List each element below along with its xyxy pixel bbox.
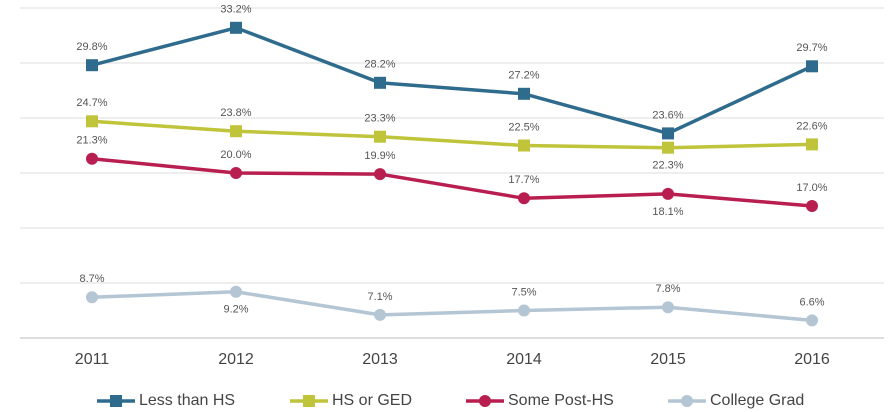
legend-label: Some Post-HS (508, 392, 614, 409)
value-label: 27.2% (508, 70, 539, 82)
marker (518, 192, 530, 205)
value-label: 29.7% (796, 42, 827, 54)
marker (374, 168, 386, 181)
value-label: 23.6% (652, 109, 683, 121)
x-tick-label: 2011 (75, 351, 110, 368)
marker (86, 152, 98, 165)
marker (230, 167, 242, 179)
value-label: 18.1% (652, 206, 683, 218)
value-label: 17.0% (796, 182, 827, 194)
value-label: 8.7% (79, 273, 104, 285)
marker (518, 139, 530, 152)
marker (374, 130, 386, 143)
marker (230, 285, 242, 298)
x-tick-label: 2012 (218, 351, 254, 368)
series-line (91, 119, 813, 150)
marker (230, 125, 242, 138)
x-tick-label: 2013 (362, 351, 398, 368)
legend-marker (110, 395, 122, 407)
value-label: 9.2% (223, 304, 248, 316)
marker (806, 200, 818, 212)
legend-label: College Grad (710, 392, 804, 409)
value-label: 7.5% (511, 286, 536, 298)
marker (374, 308, 386, 321)
marker (806, 60, 818, 73)
value-label: 24.7% (76, 97, 107, 109)
marker (230, 21, 242, 34)
series-line (91, 25, 813, 136)
legend-marker (479, 395, 491, 407)
value-label: 17.7% (508, 174, 539, 186)
x-tick-label: 2015 (650, 351, 686, 368)
value-label: 21.3% (76, 135, 107, 147)
series-line (91, 156, 813, 208)
marker (86, 291, 98, 304)
x-tick-label: 2016 (794, 351, 830, 368)
marker (662, 141, 674, 154)
value-label: 7.1% (367, 291, 392, 303)
marker (662, 127, 674, 140)
marker (374, 76, 386, 89)
marker (806, 314, 818, 327)
marker (806, 138, 818, 151)
value-label: 20.0% (220, 149, 251, 161)
marker (518, 87, 530, 100)
marker (518, 304, 530, 317)
x-tick-label: 2014 (506, 351, 542, 368)
marker (662, 187, 674, 200)
legend-marker (681, 395, 693, 407)
value-label: 22.6% (796, 120, 827, 132)
value-label: 22.5% (508, 121, 539, 133)
marker (86, 115, 98, 128)
marker (662, 301, 674, 314)
legend-label: HS or GED (332, 392, 412, 409)
value-label: 7.8% (655, 283, 680, 295)
value-label: 6.6% (799, 296, 824, 308)
value-label: 29.8% (76, 41, 107, 53)
value-label: 23.8% (220, 107, 251, 119)
marker (86, 59, 98, 72)
value-label: 22.3% (652, 160, 683, 172)
value-label: 23.3% (364, 113, 395, 125)
value-label: 28.2% (364, 59, 395, 71)
value-label: 19.9% (364, 150, 395, 162)
value-label: 33.2% (220, 4, 251, 16)
series-line (91, 290, 813, 323)
legend-marker (303, 395, 315, 407)
legend-label: Less than HS (139, 392, 235, 409)
